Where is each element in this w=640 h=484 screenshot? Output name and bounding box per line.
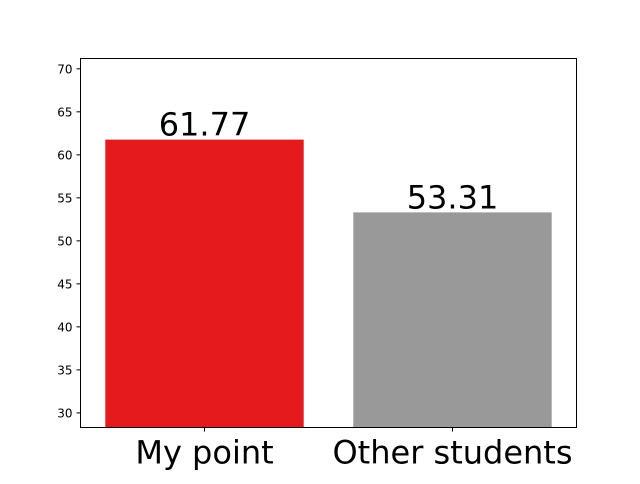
y-tick-label: 45	[57, 277, 72, 291]
y-tick-label: 40	[57, 320, 72, 334]
y-tick-label: 35	[57, 363, 72, 377]
data-labels: 61.77 53.31	[159, 106, 499, 217]
y-tick-label: 60	[57, 148, 72, 162]
y-axis: 30 35 40 45 50 55 60 65 70	[57, 62, 81, 420]
bar-value-label: 53.31	[407, 178, 499, 216]
x-axis: My point Other students	[135, 427, 573, 472]
bar-my-point	[105, 139, 304, 428]
y-tick-label: 55	[57, 191, 72, 205]
y-tick-label: 65	[57, 105, 72, 119]
bars	[105, 139, 552, 428]
y-tick-label: 70	[57, 62, 72, 76]
x-tick-label: Other students	[332, 434, 572, 472]
x-tick-label: My point	[135, 434, 273, 472]
y-tick-label: 50	[57, 234, 72, 248]
y-tick-label: 30	[57, 406, 72, 420]
bar-value-label: 61.77	[159, 106, 251, 144]
bar-other-students	[353, 212, 552, 428]
plot-frame	[80, 58, 577, 428]
